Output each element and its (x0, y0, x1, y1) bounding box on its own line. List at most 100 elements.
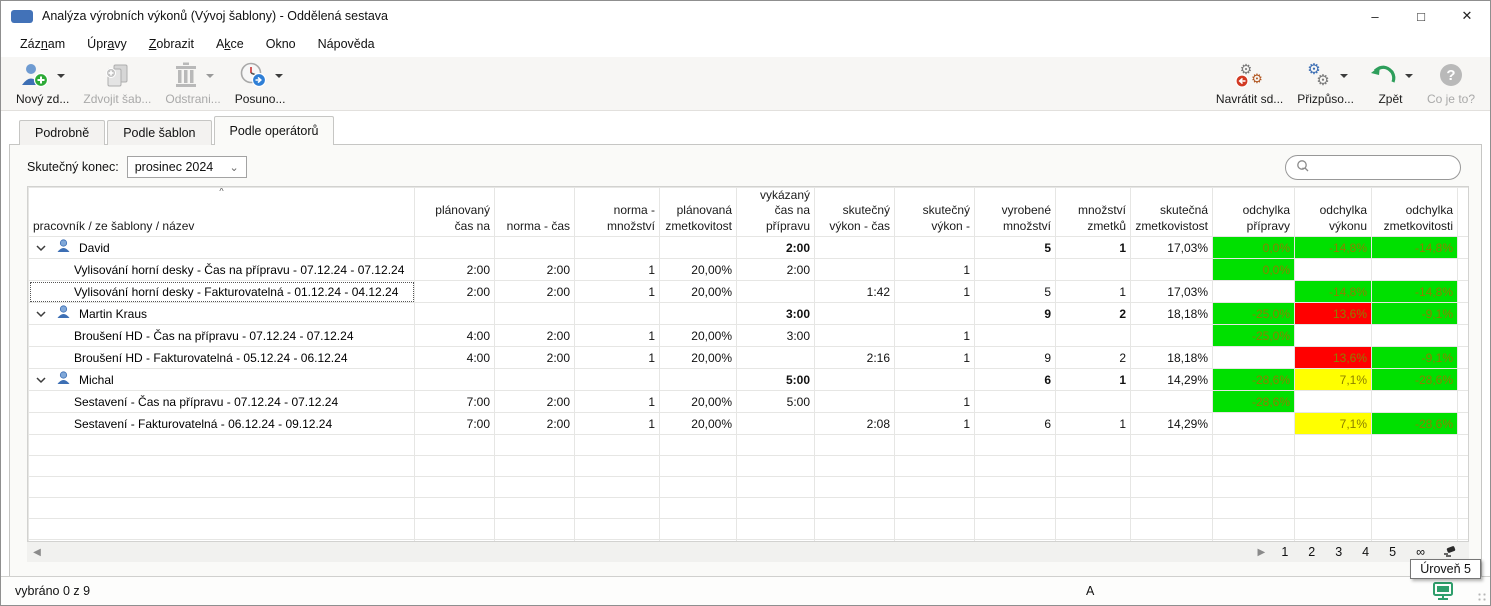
cell-odch_prip[interactable] (1212, 346, 1295, 370)
cell-plan_zmetk[interactable]: 20,00% (659, 324, 737, 348)
cell-odch_vyk[interactable]: -14,8% (1294, 236, 1372, 260)
level-page-5[interactable]: 5 (1389, 545, 1397, 559)
cell-norma_cas[interactable] (494, 236, 575, 260)
cell-vykaz_cas[interactable]: 3:00 (736, 324, 815, 348)
cell-plan_cas[interactable] (414, 302, 495, 326)
minimize-icon[interactable]: – (1371, 8, 1379, 24)
p-izp-so--button[interactable]: ⚙ ⚙ Přizpůso... (1290, 57, 1361, 110)
cell-vykaz_cas[interactable]: 2:00 (736, 258, 815, 282)
cell-odch_prip[interactable]: -25,0% (1212, 302, 1295, 326)
cell-odch_zm[interactable]: -9,1% (1371, 302, 1458, 326)
cell-norma_cas[interactable]: 2:00 (494, 280, 575, 304)
cell-norma_cas[interactable]: 2:00 (494, 390, 575, 414)
cell-skut_cas[interactable]: 1:42 (814, 280, 895, 304)
cell-odch_vyk[interactable] (1294, 258, 1372, 282)
cell-odch_vyk[interactable] (1294, 324, 1372, 348)
cell-plan_zmetk[interactable]: 20,00% (659, 280, 737, 304)
cell-odch_vyk[interactable] (1294, 390, 1372, 414)
cell-plan_cas[interactable]: 4:00 (414, 346, 495, 370)
cell-norma_mn[interactable]: 1 (574, 390, 660, 414)
pager-menu-icon[interactable] (1435, 545, 1465, 560)
dropdown-arrow-icon[interactable] (57, 74, 66, 78)
cell-zmetky[interactable]: 1 (1055, 236, 1131, 260)
cell-norma_mn[interactable] (574, 368, 660, 392)
cell-odch_prip[interactable]: -28,6% (1212, 368, 1295, 392)
cell-odch_zm[interactable]: -28,6% (1371, 412, 1458, 436)
group-name-cell[interactable]: Michal (28, 368, 415, 392)
cell-norma_cas[interactable]: 2:00 (494, 324, 575, 348)
table-row[interactable]: David 2:00 5 1 17,03% 0,0% -14,8% -14,8% (28, 236, 1468, 260)
cell-odch_zm[interactable]: -14,8% (1371, 280, 1458, 304)
cell-skut_zmetk[interactable]: 18,18% (1130, 302, 1213, 326)
group-name-cell[interactable]: Martin Kraus (28, 302, 415, 326)
nov-zd--button[interactable]: Nový zd... (9, 57, 76, 110)
group-name-cell[interactable]: David (28, 236, 415, 260)
template-name-cell[interactable]: Sestavení - Čas na přípravu - 07.12.24 -… (28, 390, 415, 414)
close-icon[interactable]: ✕ (1461, 8, 1473, 23)
cell-norma_mn[interactable]: 1 (574, 412, 660, 436)
tab-podle-oper-tor-[interactable]: Podle operátorů (213, 116, 335, 145)
level-page-3[interactable]: 3 (1335, 545, 1343, 559)
column-header-6[interactable]: skutečný výkon - čas (814, 187, 895, 238)
tab-podrobn-[interactable]: Podrobně (19, 120, 106, 145)
cell-vykaz_cas[interactable] (736, 280, 815, 304)
cell-plan_cas[interactable]: 7:00 (414, 390, 495, 414)
column-header-9[interactable]: množství zmetků (1055, 187, 1131, 238)
cell-skut_cas[interactable]: 2:16 (814, 346, 895, 370)
dropdown-arrow-icon[interactable] (1340, 74, 1349, 78)
cell-plan_zmetk[interactable]: 20,00% (659, 390, 737, 414)
cell-plan_zmetk[interactable]: 20,00% (659, 258, 737, 282)
table-row[interactable]: Broušení HD - Čas na přípravu - 07.12.24… (28, 324, 1468, 348)
collapse-chevron-icon[interactable] (36, 307, 46, 321)
table-row[interactable]: Sestavení - Čas na přípravu - 07.12.24 -… (28, 390, 1468, 414)
cell-skut_cas[interactable] (814, 236, 895, 260)
scroll-right-icon[interactable]: ▶ (1257, 546, 1266, 558)
cell-skut_zmetk[interactable] (1130, 324, 1213, 348)
cell-vyrobene[interactable]: 5 (974, 236, 1056, 260)
cell-plan_cas[interactable]: 7:00 (414, 412, 495, 436)
cell-skut_zmetk[interactable] (1130, 390, 1213, 414)
table-row[interactable]: Vylisování horní desky - Fakturovatelná … (28, 280, 1468, 304)
cell-norma_mn[interactable]: 1 (574, 280, 660, 304)
cell-odch_prip[interactable] (1212, 280, 1295, 304)
cell-plan_cas[interactable]: 2:00 (414, 280, 495, 304)
resize-grip[interactable] (1477, 592, 1487, 602)
navr-tit-sd--button[interactable]: ⚙ ⚙ Navrátit sd... (1209, 57, 1290, 110)
cell-vyrobene[interactable]: 6 (974, 368, 1056, 392)
dropdown-arrow-icon[interactable] (1404, 74, 1413, 78)
cell-odch_zm[interactable]: -9,1% (1371, 346, 1458, 370)
cell-norma_mn[interactable]: 1 (574, 258, 660, 282)
cell-vykaz_cas[interactable]: 2:00 (736, 236, 815, 260)
cell-vykaz_cas[interactable]: 5:00 (736, 368, 815, 392)
cell-skut_zmetk[interactable]: 17,03% (1130, 280, 1213, 304)
cell-plan_cas[interactable]: 4:00 (414, 324, 495, 348)
cell-zmetky[interactable] (1055, 390, 1131, 414)
collapse-chevron-icon[interactable] (36, 241, 46, 255)
cell-zmetky[interactable]: 1 (1055, 412, 1131, 436)
cell-norma_mn[interactable] (574, 236, 660, 260)
column-header-5[interactable]: vykázaný čas na přípravu (736, 187, 815, 238)
cell-vyrobene[interactable]: 5 (974, 280, 1056, 304)
maximize-icon[interactable]: □ (1417, 8, 1425, 24)
cell-odch_prip[interactable] (1212, 412, 1295, 436)
menu-item-2[interactable]: Zobrazit (148, 37, 194, 51)
menu-item-1[interactable]: Úpravy (87, 37, 127, 51)
dropdown-arrow-icon[interactable] (205, 74, 214, 78)
cell-norma_cas[interactable] (494, 302, 575, 326)
tab-podle-ablon[interactable]: Podle šablon (107, 120, 212, 145)
scroll-left-icon[interactable]: ◀ (33, 546, 41, 558)
level-page-1[interactable]: 1 (1281, 545, 1289, 559)
table-row[interactable]: Martin Kraus 3:00 9 2 18,18% -25,0% 13,6% -9,1% (28, 302, 1468, 326)
cell-skut_zmetk[interactable]: 14,29% (1130, 412, 1213, 436)
template-name-cell[interactable]: Broušení HD - Fakturovatelná - 05.12.24 … (28, 346, 415, 370)
column-header-13[interactable]: odchylka zmetkovitosti (1371, 187, 1458, 238)
cell-skut_cas[interactable]: 2:08 (814, 412, 895, 436)
cell-skut_cas[interactable] (814, 258, 895, 282)
cell-odch_vyk[interactable]: 7,1% (1294, 412, 1372, 436)
table-row[interactable]: Broušení HD - Fakturovatelná - 05.12.24 … (28, 346, 1468, 370)
cell-skut_cas[interactable] (814, 302, 895, 326)
cell-vykaz_cas[interactable] (736, 412, 815, 436)
cell-odch_vyk[interactable]: 7,1% (1294, 368, 1372, 392)
zp-t-button[interactable]: Zpět (1361, 57, 1420, 110)
template-name-cell[interactable]: Sestavení - Fakturovatelná - 06.12.24 - … (28, 412, 415, 436)
